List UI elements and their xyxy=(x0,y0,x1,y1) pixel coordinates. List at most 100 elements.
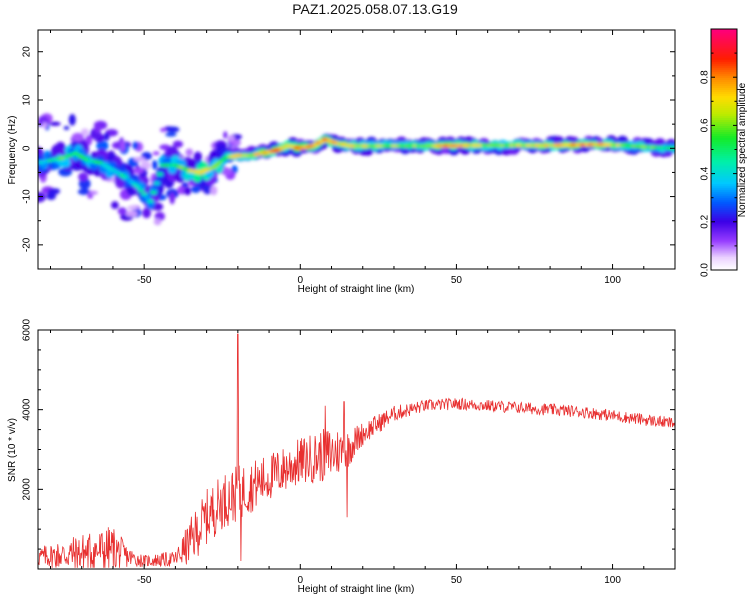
colorbar-band xyxy=(711,177,737,181)
colorbar-band xyxy=(711,143,737,147)
colorbar-band xyxy=(711,179,737,183)
colorbar-band xyxy=(711,65,737,68)
colorbar-band xyxy=(711,135,737,139)
colorbar-band xyxy=(711,255,737,259)
snr-panel: -50 0 50 100 2000 4000 6000 Height of straight… xyxy=(7,318,676,595)
x-tick-label: -50 xyxy=(137,575,152,586)
snr-series-line xyxy=(38,333,675,568)
colorbar-band xyxy=(711,45,737,48)
colorbar-band xyxy=(711,243,737,247)
colorbar-band xyxy=(711,97,737,100)
spectrogram-core xyxy=(153,181,161,186)
colorbar: 0.0 0.2 0.4 0.6 0.8 Normalized spectral ampl… xyxy=(700,28,748,277)
spectrogram-blob xyxy=(152,202,164,211)
spectrogram-blob xyxy=(166,126,180,133)
y-tick-label: 0 xyxy=(22,145,33,151)
colorbar-band xyxy=(711,259,737,263)
colorbar-band xyxy=(711,165,737,169)
colorbar-band xyxy=(711,61,737,64)
colorbar-tick-label: 0.4 xyxy=(700,166,711,180)
colorbar-band xyxy=(711,153,737,157)
spectrogram-y-label: Frequency (Hz) xyxy=(7,116,18,185)
spectrogram-blob xyxy=(172,140,183,148)
colorbar-band xyxy=(711,229,737,233)
colorbar-band xyxy=(711,141,737,145)
spectrogram-blob xyxy=(169,192,175,205)
colorbar-band xyxy=(711,159,737,163)
spectrogram-blob xyxy=(132,141,139,150)
spectrogram-blob xyxy=(140,160,151,171)
colorbar-band xyxy=(711,59,737,62)
colorbar-band xyxy=(711,237,737,241)
colorbar-tick-label: 0.6 xyxy=(700,118,711,132)
colorbar-band xyxy=(711,53,737,56)
spectrogram-frame xyxy=(37,29,676,270)
colorbar-band xyxy=(711,91,737,94)
colorbar-band xyxy=(711,105,737,108)
colorbar-band xyxy=(711,151,737,155)
colorbar-band xyxy=(711,261,737,265)
colorbar-band xyxy=(711,107,737,110)
spectrogram-blob xyxy=(133,168,143,174)
colorbar-band xyxy=(711,205,737,209)
y-tick-label: 2000 xyxy=(22,478,33,501)
colorbar-band xyxy=(711,145,737,149)
x-tick-label: 50 xyxy=(451,275,463,286)
y-tick-label: 20 xyxy=(22,46,33,58)
colorbar-band xyxy=(711,171,737,175)
colorbar-band xyxy=(711,203,737,207)
colorbar-band xyxy=(711,31,737,34)
spectrogram-core xyxy=(156,172,164,176)
spectrogram-marks xyxy=(38,113,675,226)
colorbar-band xyxy=(711,89,737,92)
colorbar-label: Normalized spectral amplitude xyxy=(737,82,748,217)
colorbar-band xyxy=(711,187,737,191)
spectrogram-blob xyxy=(42,122,48,129)
spectrogram-blob xyxy=(78,172,89,182)
spectrogram-blob xyxy=(68,114,76,126)
colorbar-band xyxy=(711,29,737,32)
colorbar-band xyxy=(711,245,737,249)
colorbar-band xyxy=(711,71,737,74)
y-tick-label: -10 xyxy=(22,189,33,204)
spectrogram-blob xyxy=(193,151,203,162)
chart-title: PAZ1.2025.058.07.13.G19 xyxy=(292,1,458,17)
snr-x-label: Height of straight line (km) xyxy=(298,584,415,595)
spectrogram-blob xyxy=(210,185,218,196)
y-tick-label: 10 xyxy=(22,94,33,106)
spectrogram-blob xyxy=(80,128,89,136)
colorbar-band xyxy=(711,185,737,189)
colorbar-band xyxy=(711,201,737,205)
colorbar-band xyxy=(711,57,737,60)
snr-y-label: SNR (10 * v/v) xyxy=(7,418,18,482)
colorbar-band xyxy=(711,111,737,114)
spectrogram-blob xyxy=(126,205,139,210)
colorbar-band xyxy=(711,235,737,239)
y-tick-label: 6000 xyxy=(22,318,33,341)
spectrogram-blob xyxy=(96,140,109,151)
spectrogram-blob xyxy=(38,192,46,203)
colorbar-band xyxy=(711,117,737,120)
colorbar-band xyxy=(711,195,737,199)
colorbar-band xyxy=(711,47,737,50)
colorbar-gradient xyxy=(711,29,737,271)
colorbar-band xyxy=(711,199,737,203)
spectrogram-blob xyxy=(77,188,90,195)
colorbar-band xyxy=(711,49,737,52)
colorbar-band xyxy=(711,125,737,129)
colorbar-band xyxy=(711,249,737,253)
y-tick-label: 4000 xyxy=(22,398,33,421)
colorbar-band xyxy=(711,93,737,96)
spectrogram-blob xyxy=(152,151,160,156)
colorbar-band xyxy=(711,183,737,187)
x-tick-label: -50 xyxy=(137,275,152,286)
snr-axes: -50 0 50 100 2000 4000 6000 xyxy=(22,318,676,586)
colorbar-band xyxy=(711,139,737,143)
colorbar-band xyxy=(711,79,737,82)
colorbar-band xyxy=(711,175,737,179)
spectrogram-blob xyxy=(181,182,189,188)
colorbar-band xyxy=(711,73,737,76)
colorbar-band xyxy=(711,81,737,84)
spectrogram-blob xyxy=(117,207,127,215)
